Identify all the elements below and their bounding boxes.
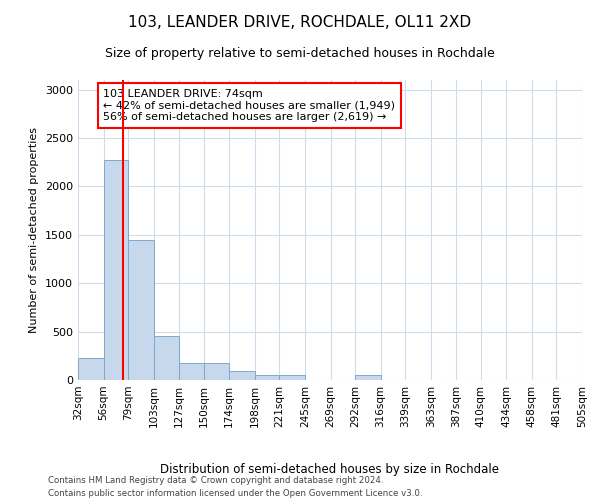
Bar — [280, 375, 305, 380]
Y-axis label: Number of semi-detached properties: Number of semi-detached properties — [29, 127, 40, 333]
Text: Contains public sector information licensed under the Open Government Licence v3: Contains public sector information licen… — [48, 489, 422, 498]
Text: Contains HM Land Registry data © Crown copyright and database right 2024.: Contains HM Land Registry data © Crown c… — [48, 476, 383, 485]
Text: 103 LEANDER DRIVE: 74sqm
← 42% of semi-detached houses are smaller (1,949)
56% o: 103 LEANDER DRIVE: 74sqm ← 42% of semi-d… — [103, 89, 395, 122]
Text: Distribution of semi-detached houses by size in Rochdale: Distribution of semi-detached houses by … — [161, 462, 499, 475]
Text: 103, LEANDER DRIVE, ROCHDALE, OL11 2XD: 103, LEANDER DRIVE, ROCHDALE, OL11 2XD — [128, 15, 472, 30]
Bar — [78, 358, 104, 380]
Bar — [154, 336, 179, 380]
Bar — [229, 372, 255, 380]
Bar — [255, 374, 280, 380]
Bar — [204, 363, 229, 380]
Bar — [104, 160, 128, 380]
Bar — [355, 375, 380, 380]
Bar — [179, 363, 204, 380]
Bar — [128, 240, 154, 380]
Text: Size of property relative to semi-detached houses in Rochdale: Size of property relative to semi-detach… — [105, 48, 495, 60]
